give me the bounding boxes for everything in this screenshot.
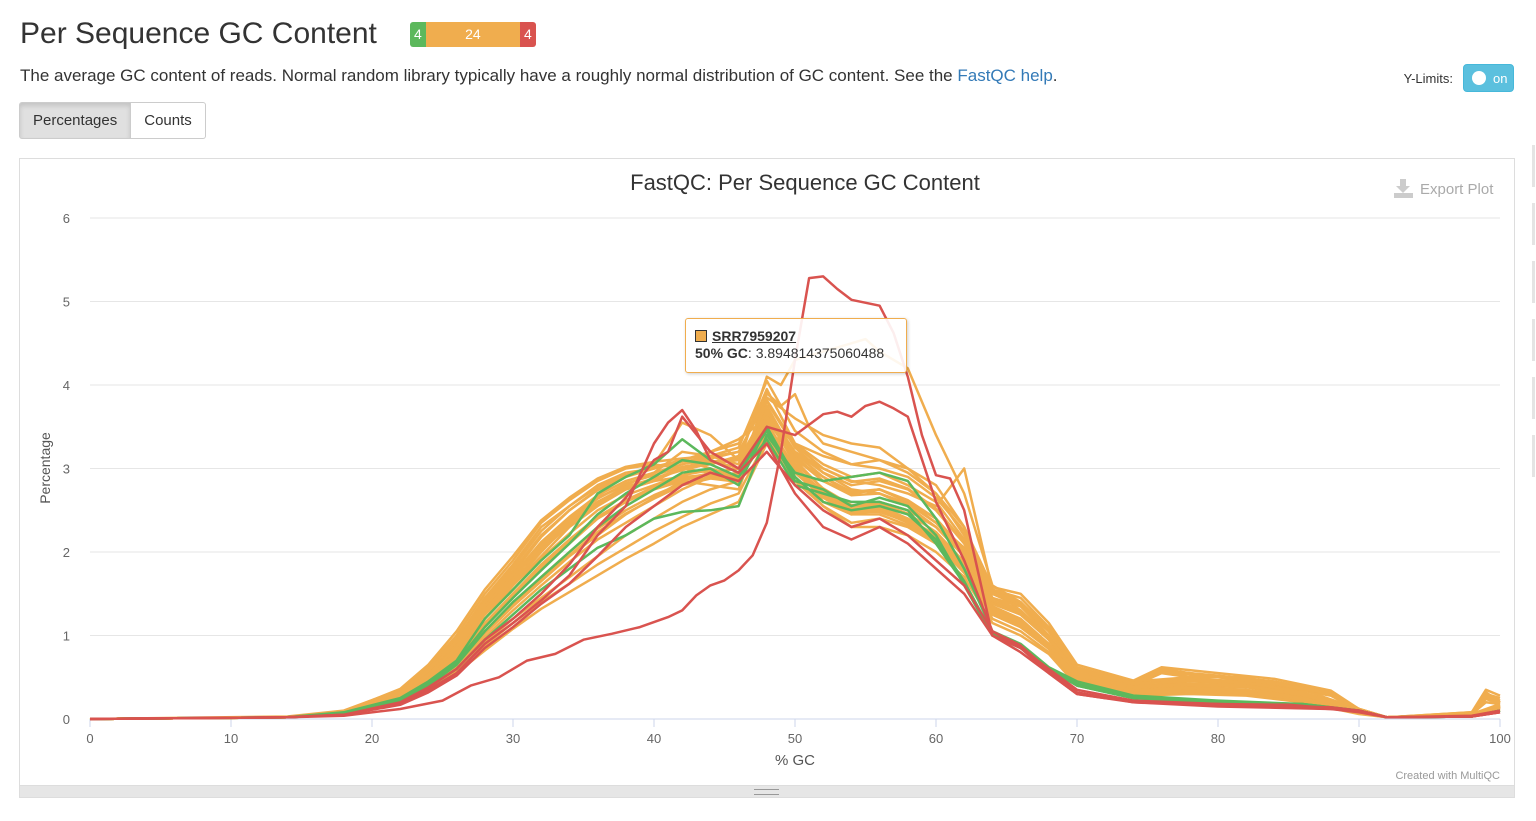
x-tick-label: 80 xyxy=(1211,731,1225,746)
section-description: The average GC content of reads. Normal … xyxy=(20,66,1058,86)
status-fail-count[interactable]: 4 xyxy=(519,21,536,47)
y-tick-label: 3 xyxy=(63,462,70,477)
tooltip-value-row: 50% GC: 3.894814375060488 xyxy=(695,345,885,361)
section-header: Per Sequence GC Content 4 24 4 xyxy=(20,14,536,54)
y-tick-label: 1 xyxy=(63,629,70,644)
y-axis-label: Percentage xyxy=(37,432,53,504)
grip-icon xyxy=(754,789,779,795)
series-line-warn[interactable] xyxy=(89,415,1501,721)
series-line-warn[interactable] xyxy=(89,417,1501,721)
x-tick-label: 20 xyxy=(365,731,379,746)
side-mark xyxy=(1532,377,1535,419)
percentages-button[interactable]: Percentages xyxy=(19,102,132,139)
series-line-warn[interactable] xyxy=(89,387,1501,721)
y-axis-ticks: 0 1 2 3 4 5 6 xyxy=(63,211,70,727)
x-tick-label: 30 xyxy=(506,731,520,746)
chart-series xyxy=(89,275,1501,721)
ylimits-toggle[interactable]: on xyxy=(1463,64,1514,92)
gc-content-line-chart[interactable]: FastQC: Per Sequence GC Content Export P… xyxy=(20,159,1514,786)
x-axis-label: % GC xyxy=(775,752,815,769)
series-line-warn[interactable] xyxy=(89,415,1501,721)
multiqc-credit: Created with MultiQC xyxy=(1395,770,1500,782)
series-line-warn[interactable] xyxy=(89,429,1501,721)
tooltip-sample-row: SRR7959207 xyxy=(695,328,906,344)
description-text: The average GC content of reads. Normal … xyxy=(20,66,958,85)
series-line-warn[interactable] xyxy=(89,398,1501,721)
plot-container: FastQC: Per Sequence GC Content Export P… xyxy=(19,158,1515,798)
plot-resize-handle[interactable] xyxy=(20,785,1514,797)
series-line-fail[interactable] xyxy=(89,400,1501,721)
export-plot-button[interactable]: Export Plot xyxy=(1394,179,1494,198)
side-mark xyxy=(1532,261,1535,303)
counts-button[interactable]: Counts xyxy=(131,102,206,139)
x-tick-label: 50 xyxy=(788,731,802,746)
y-tick-label: 0 xyxy=(63,712,70,727)
x-axis-ticks: 0 10 20 30 40 50 60 70 80 90 100 xyxy=(86,719,1511,746)
side-mark xyxy=(1532,145,1535,187)
x-tick-label: 10 xyxy=(224,731,238,746)
side-mark xyxy=(1532,319,1535,361)
data-type-switch: Percentages Counts xyxy=(19,102,206,139)
side-scroll-marks xyxy=(1532,145,1536,493)
ylimits-label: Y-Limits: xyxy=(1403,70,1453,86)
x-tick-label: 40 xyxy=(647,731,661,746)
x-tick-label: 90 xyxy=(1352,731,1366,746)
status-warn-count[interactable]: 24 xyxy=(425,21,520,47)
chart-tooltip: SRR7959207 50% GC: 3.894814375060488 xyxy=(685,318,907,373)
status-pass-count[interactable]: 4 xyxy=(409,21,426,47)
series-line-fail[interactable] xyxy=(89,450,1501,721)
y-tick-label: 5 xyxy=(63,295,70,310)
chart-grid xyxy=(90,217,1500,720)
side-mark xyxy=(1532,203,1535,245)
x-tick-label: 60 xyxy=(929,731,943,746)
tooltip-y-value: 3.894814375060488 xyxy=(755,345,885,361)
download-icon xyxy=(1394,179,1413,198)
ylimits-control: Y-Limits: on xyxy=(1404,64,1514,92)
export-plot-label: Export Plot xyxy=(1420,181,1494,198)
x-tick-label: 100 xyxy=(1489,731,1511,746)
chart-title: FastQC: Per Sequence GC Content xyxy=(630,170,980,195)
x-tick-label: 70 xyxy=(1070,731,1084,746)
section-title: Per Sequence GC Content xyxy=(20,17,377,50)
side-mark xyxy=(1532,435,1535,477)
series-line-warn[interactable] xyxy=(89,379,1501,721)
tooltip-sample-name: SRR7959207 xyxy=(712,328,797,344)
y-tick-label: 6 xyxy=(63,211,70,226)
tooltip-x-label: 50% GC xyxy=(695,345,748,361)
ylimits-state: on xyxy=(1493,70,1508,86)
x-tick-label: 0 xyxy=(86,731,93,746)
series-line-warn[interactable] xyxy=(89,400,1501,721)
y-tick-label: 4 xyxy=(63,378,70,393)
y-tick-label: 2 xyxy=(63,545,70,560)
description-end: . xyxy=(1052,66,1058,85)
status-progress-bar[interactable]: 4 24 4 xyxy=(409,21,536,47)
tooltip-swatch xyxy=(695,330,707,342)
toggle-knob xyxy=(1472,71,1486,85)
fastqc-help-link[interactable]: FastQC help xyxy=(957,66,1053,85)
